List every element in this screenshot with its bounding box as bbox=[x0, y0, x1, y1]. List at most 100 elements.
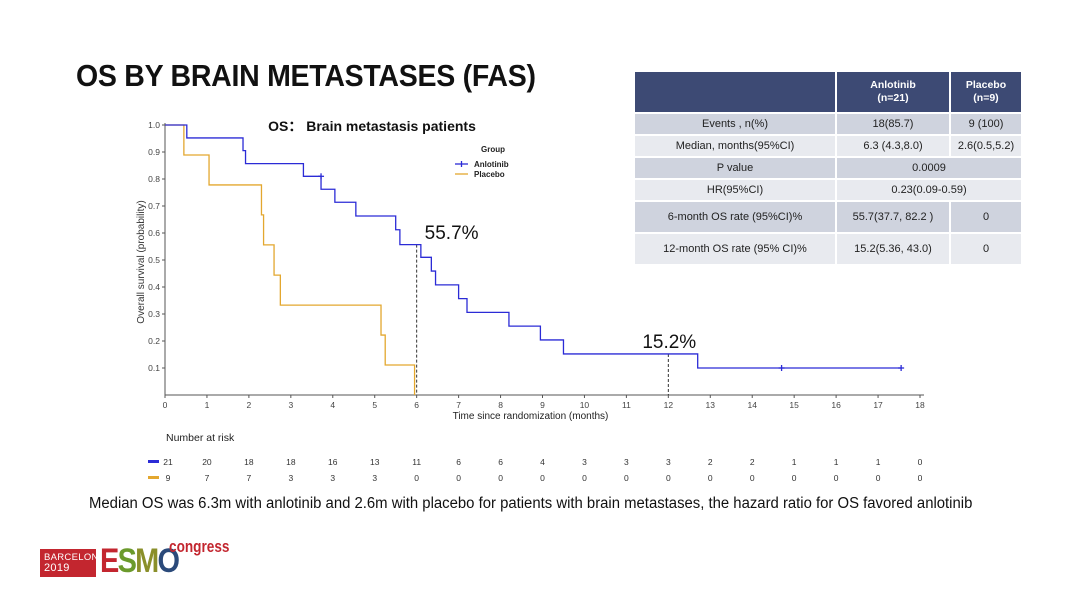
y-tick-label: 0.1 bbox=[148, 363, 160, 373]
placebo-value: 0 bbox=[950, 232, 1023, 264]
summary-text: Median OS was 6.3m with anlotinib and 2.… bbox=[89, 495, 973, 512]
table-header-empty bbox=[635, 72, 837, 113]
row-label: Events , n(%) bbox=[635, 112, 837, 135]
y-tick-label: 0.5 bbox=[148, 255, 160, 265]
x-tick-label: 6 bbox=[414, 400, 419, 410]
y-tick-label: 0.9 bbox=[148, 147, 160, 157]
y-tick-label: 1.0 bbox=[148, 120, 160, 130]
risk-count: 2 bbox=[750, 457, 755, 467]
x-tick-label: 4 bbox=[330, 400, 335, 410]
risk-count: 3 bbox=[582, 457, 587, 467]
legend-label-placebo: Placebo bbox=[474, 170, 505, 179]
risk-count: 0 bbox=[792, 473, 797, 483]
risk-count: 11 bbox=[412, 457, 421, 467]
logo-year: 2019 bbox=[44, 562, 70, 574]
stats-table: Anlotinib (n=21) Placebo (n=9) Events , n(… bbox=[635, 72, 1023, 264]
risk-count: 0 bbox=[624, 473, 629, 483]
risk-count: 0 bbox=[918, 473, 923, 483]
risk-table-title: Number at risk bbox=[166, 432, 235, 444]
risk-count: 0 bbox=[708, 473, 713, 483]
risk-count: 0 bbox=[834, 473, 839, 483]
risk-count: 0 bbox=[876, 473, 881, 483]
km-curve-placebo bbox=[165, 124, 416, 395]
risk-count: 3 bbox=[624, 457, 629, 467]
risk-count: 0 bbox=[582, 473, 587, 483]
risk-count: 21 bbox=[163, 457, 173, 467]
y-axis-label: Overall survival (probability) bbox=[136, 200, 147, 323]
y-tick-label: 0.6 bbox=[148, 228, 160, 238]
x-tick-label: 3 bbox=[288, 400, 293, 410]
risk-count: 3 bbox=[372, 473, 377, 483]
row-label: HR(95%CI) bbox=[635, 178, 837, 201]
logo-esmo-letters: ESMO bbox=[100, 542, 181, 580]
y-tick-label: 0.2 bbox=[148, 336, 160, 346]
risk-count: 6 bbox=[498, 457, 503, 467]
risk-row-swatch-anlotinib bbox=[148, 460, 159, 463]
legend-title: Group bbox=[481, 145, 505, 154]
table-header-anlotinib: Anlotinib (n=21) bbox=[836, 72, 951, 113]
risk-count: 0 bbox=[498, 473, 503, 483]
table-row-hr: HR(95%CI) 0.23(0.09-0.59) bbox=[635, 178, 1023, 201]
x-tick-label: 0 bbox=[163, 400, 168, 410]
risk-count: 3 bbox=[666, 457, 671, 467]
x-tick-label: 12 bbox=[664, 400, 674, 410]
x-tick-label: 17 bbox=[873, 400, 883, 410]
annotation-label: 55.7% bbox=[425, 223, 479, 244]
risk-count: 16 bbox=[328, 457, 338, 467]
risk-count: 0 bbox=[918, 457, 923, 467]
risk-count: 9 bbox=[166, 473, 171, 483]
merged-value: 0.23(0.09-0.59) bbox=[836, 178, 1023, 201]
placebo-value: 0 bbox=[950, 200, 1023, 233]
y-tick-label: 0.8 bbox=[148, 174, 160, 184]
logo-letter: M bbox=[135, 542, 159, 580]
table-row-median: Median, months(95%CI) 6.3 (4.3,8.0) 2.6(… bbox=[635, 134, 1023, 157]
x-tick-label: 2 bbox=[247, 400, 252, 410]
risk-count: 3 bbox=[330, 473, 335, 483]
y-tick-label: 0.3 bbox=[148, 309, 160, 319]
x-tick-label: 13 bbox=[706, 400, 716, 410]
x-tick-label: 5 bbox=[372, 400, 377, 410]
risk-count: 18 bbox=[286, 457, 296, 467]
risk-count: 18 bbox=[244, 457, 254, 467]
slide-title: OS BY BRAIN METASTASES (FAS) bbox=[76, 58, 536, 93]
km-curve-anlotinib bbox=[165, 124, 902, 369]
risk-count: 20 bbox=[202, 457, 212, 467]
risk-count: 0 bbox=[414, 473, 419, 483]
risk-count: 0 bbox=[750, 473, 755, 483]
row-label: 12-month OS rate (95% CI)% bbox=[635, 232, 837, 264]
logo-congress: congress bbox=[169, 537, 230, 556]
x-axis-label: Time since randomization (months) bbox=[453, 411, 609, 422]
logo-letter: O bbox=[157, 542, 181, 580]
x-tick-label: 10 bbox=[580, 400, 590, 410]
risk-count: 2 bbox=[708, 457, 713, 467]
annotation-label: 15.2% bbox=[642, 332, 696, 353]
table-row-6-month: 6-month OS rate (95%CI)% 55.7(37.7, 82.2… bbox=[635, 200, 1023, 233]
logo-city: BARCELONA bbox=[44, 552, 106, 563]
risk-count: 7 bbox=[205, 473, 210, 483]
table-row-p-value: P value 0.0009 bbox=[635, 156, 1023, 179]
legend-label-anlotinib: Anlotinib bbox=[474, 160, 509, 169]
row-label: 6-month OS rate (95%CI)% bbox=[635, 200, 837, 233]
row-label: Median, months(95%CI) bbox=[635, 134, 837, 157]
x-tick-label: 14 bbox=[747, 400, 757, 410]
risk-count: 0 bbox=[456, 473, 461, 483]
x-tick-label: 18 bbox=[915, 400, 925, 410]
y-tick-label: 0.4 bbox=[148, 282, 160, 292]
x-tick-label: 16 bbox=[831, 400, 841, 410]
risk-count: 3 bbox=[288, 473, 293, 483]
anlotinib-value: 18(85.7) bbox=[836, 112, 951, 135]
x-tick-label: 9 bbox=[540, 400, 545, 410]
anlotinib-value: 15.2(5.36, 43.0) bbox=[836, 232, 951, 264]
chart-title: OS： Brain metastasis patients bbox=[268, 118, 476, 134]
y-tick-label: 0.7 bbox=[148, 201, 160, 211]
risk-count: 13 bbox=[370, 457, 380, 467]
x-tick-label: 7 bbox=[456, 400, 461, 410]
merged-value: 0.0009 bbox=[836, 156, 1023, 179]
x-tick-label: 8 bbox=[498, 400, 503, 410]
table-header-placebo: Placebo (n=9) bbox=[950, 72, 1023, 113]
risk-count: 7 bbox=[247, 473, 252, 483]
logo-letter: S bbox=[117, 542, 137, 580]
table-header-row: Anlotinib (n=21) Placebo (n=9) bbox=[635, 72, 1023, 113]
risk-count: 6 bbox=[456, 457, 461, 467]
